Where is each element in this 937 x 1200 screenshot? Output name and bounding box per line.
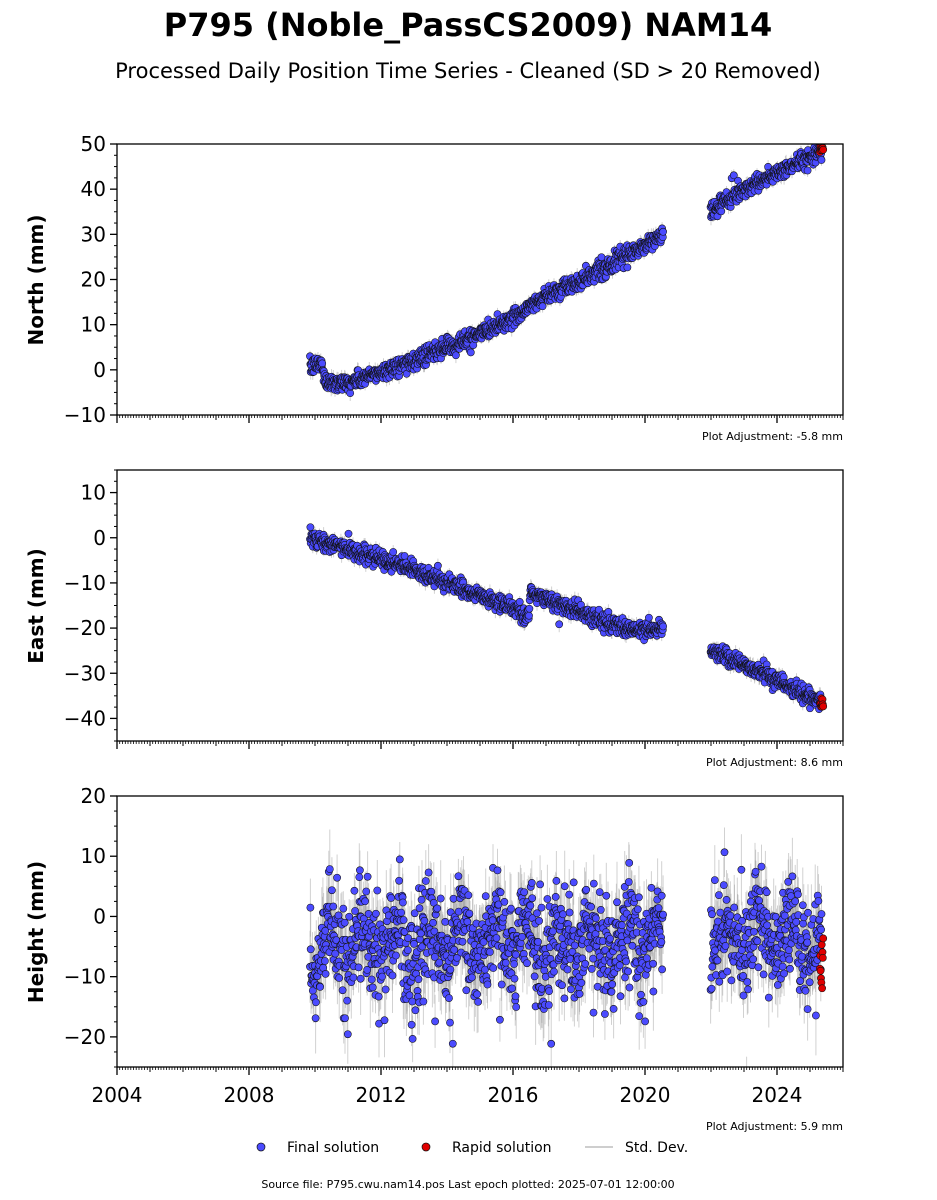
chart-subtitle: Processed Daily Position Time Series - C… (115, 59, 821, 83)
final-solution-point (729, 171, 738, 180)
north-y-ticks: −10 0 10 20 30 40 50 (64, 132, 117, 427)
rapid-solution-point (819, 145, 828, 154)
final-solution-point (400, 552, 409, 560)
final-solution-point (466, 348, 475, 357)
final-solution-point (525, 611, 533, 620)
y-tick-label: 10 (81, 313, 106, 337)
north-ylabel: North (mm) (24, 214, 48, 345)
y-tick-label: −10 (64, 403, 106, 427)
chart-title: P795 (Noble_PassCS2009) NAM14 (164, 6, 773, 44)
final-solution-point (306, 523, 315, 532)
final-solution-point (434, 561, 442, 570)
y-tick-label: 0 (93, 358, 106, 382)
final-solution-point (389, 548, 398, 556)
north-points (306, 144, 828, 397)
north-x-ticks (116, 415, 844, 423)
final-solution-point (803, 166, 812, 175)
final-solution-point (525, 604, 534, 613)
north-panel: −10 0 10 20 30 40 50 North (mm) Plot Adjustmen… (24, 132, 844, 443)
final-solution-point (623, 263, 632, 272)
north-adjustment: Plot Adjustment: -5.8 mm (702, 430, 843, 443)
east-points (306, 523, 828, 713)
y-tick-label: 20 (81, 268, 106, 292)
final-solution-point (717, 207, 726, 216)
final-solution-point (344, 529, 353, 538)
y-tick-label: 50 (81, 132, 106, 156)
final-solution-point (817, 156, 826, 164)
final-solution-point (318, 359, 327, 368)
y-tick-label: 30 (81, 222, 106, 246)
y-tick-label: 40 (81, 177, 106, 201)
final-solution-point (597, 253, 606, 262)
final-solution-point (659, 227, 667, 236)
final-solution-point (538, 302, 547, 311)
final-solution-point (452, 351, 460, 360)
final-solution-point (515, 598, 524, 606)
